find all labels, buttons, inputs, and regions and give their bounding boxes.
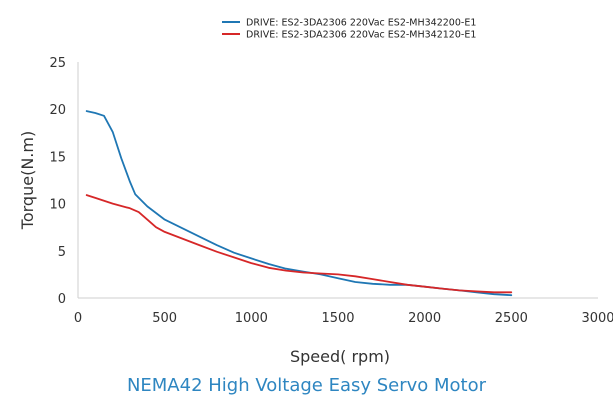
series — [85, 110, 513, 297]
axes — [77, 62, 598, 299]
x-axis-label: Speed( rpm) — [290, 347, 390, 366]
y-tick-label: 25 — [49, 56, 66, 71]
y-axis-label: Torque(N.m) — [18, 131, 37, 230]
legend: DRIVE: ES2-3DA2306 220Vac ES2-MH342200-E… — [222, 18, 476, 41]
ticks: 0 500 1000 1500 2000 2500 3000 0 5 10 15 20 25 — [49, 56, 613, 326]
series-line-1 — [85, 110, 513, 297]
y-tick-label: 15 — [49, 150, 66, 165]
y-tick-label: 5 — [58, 245, 66, 260]
y-tick-label: 10 — [49, 198, 66, 213]
legend-label-2: DRIVE: ES2-3DA2306 220Vac ES2-MH342120-E… — [246, 30, 476, 41]
x-tick-label: 2500 — [495, 311, 528, 326]
x-tick-label: 1000 — [235, 311, 268, 326]
legend-label-1: DRIVE: ES2-3DA2306 220Vac ES2-MH342200-E… — [246, 18, 476, 29]
y-tick-label: 0 — [58, 292, 66, 307]
x-tick-label: 0 — [74, 311, 82, 326]
x-tick-label: 500 — [152, 311, 177, 326]
y-tick-label: 20 — [49, 103, 66, 118]
x-tick-label: 3000 — [581, 311, 613, 326]
x-tick-label: 1500 — [321, 311, 354, 326]
x-tick-label: 2000 — [408, 311, 441, 326]
chart-caption: NEMA42 High Voltage Easy Servo Motor — [126, 375, 487, 396]
series-line-2 — [85, 194, 513, 294]
